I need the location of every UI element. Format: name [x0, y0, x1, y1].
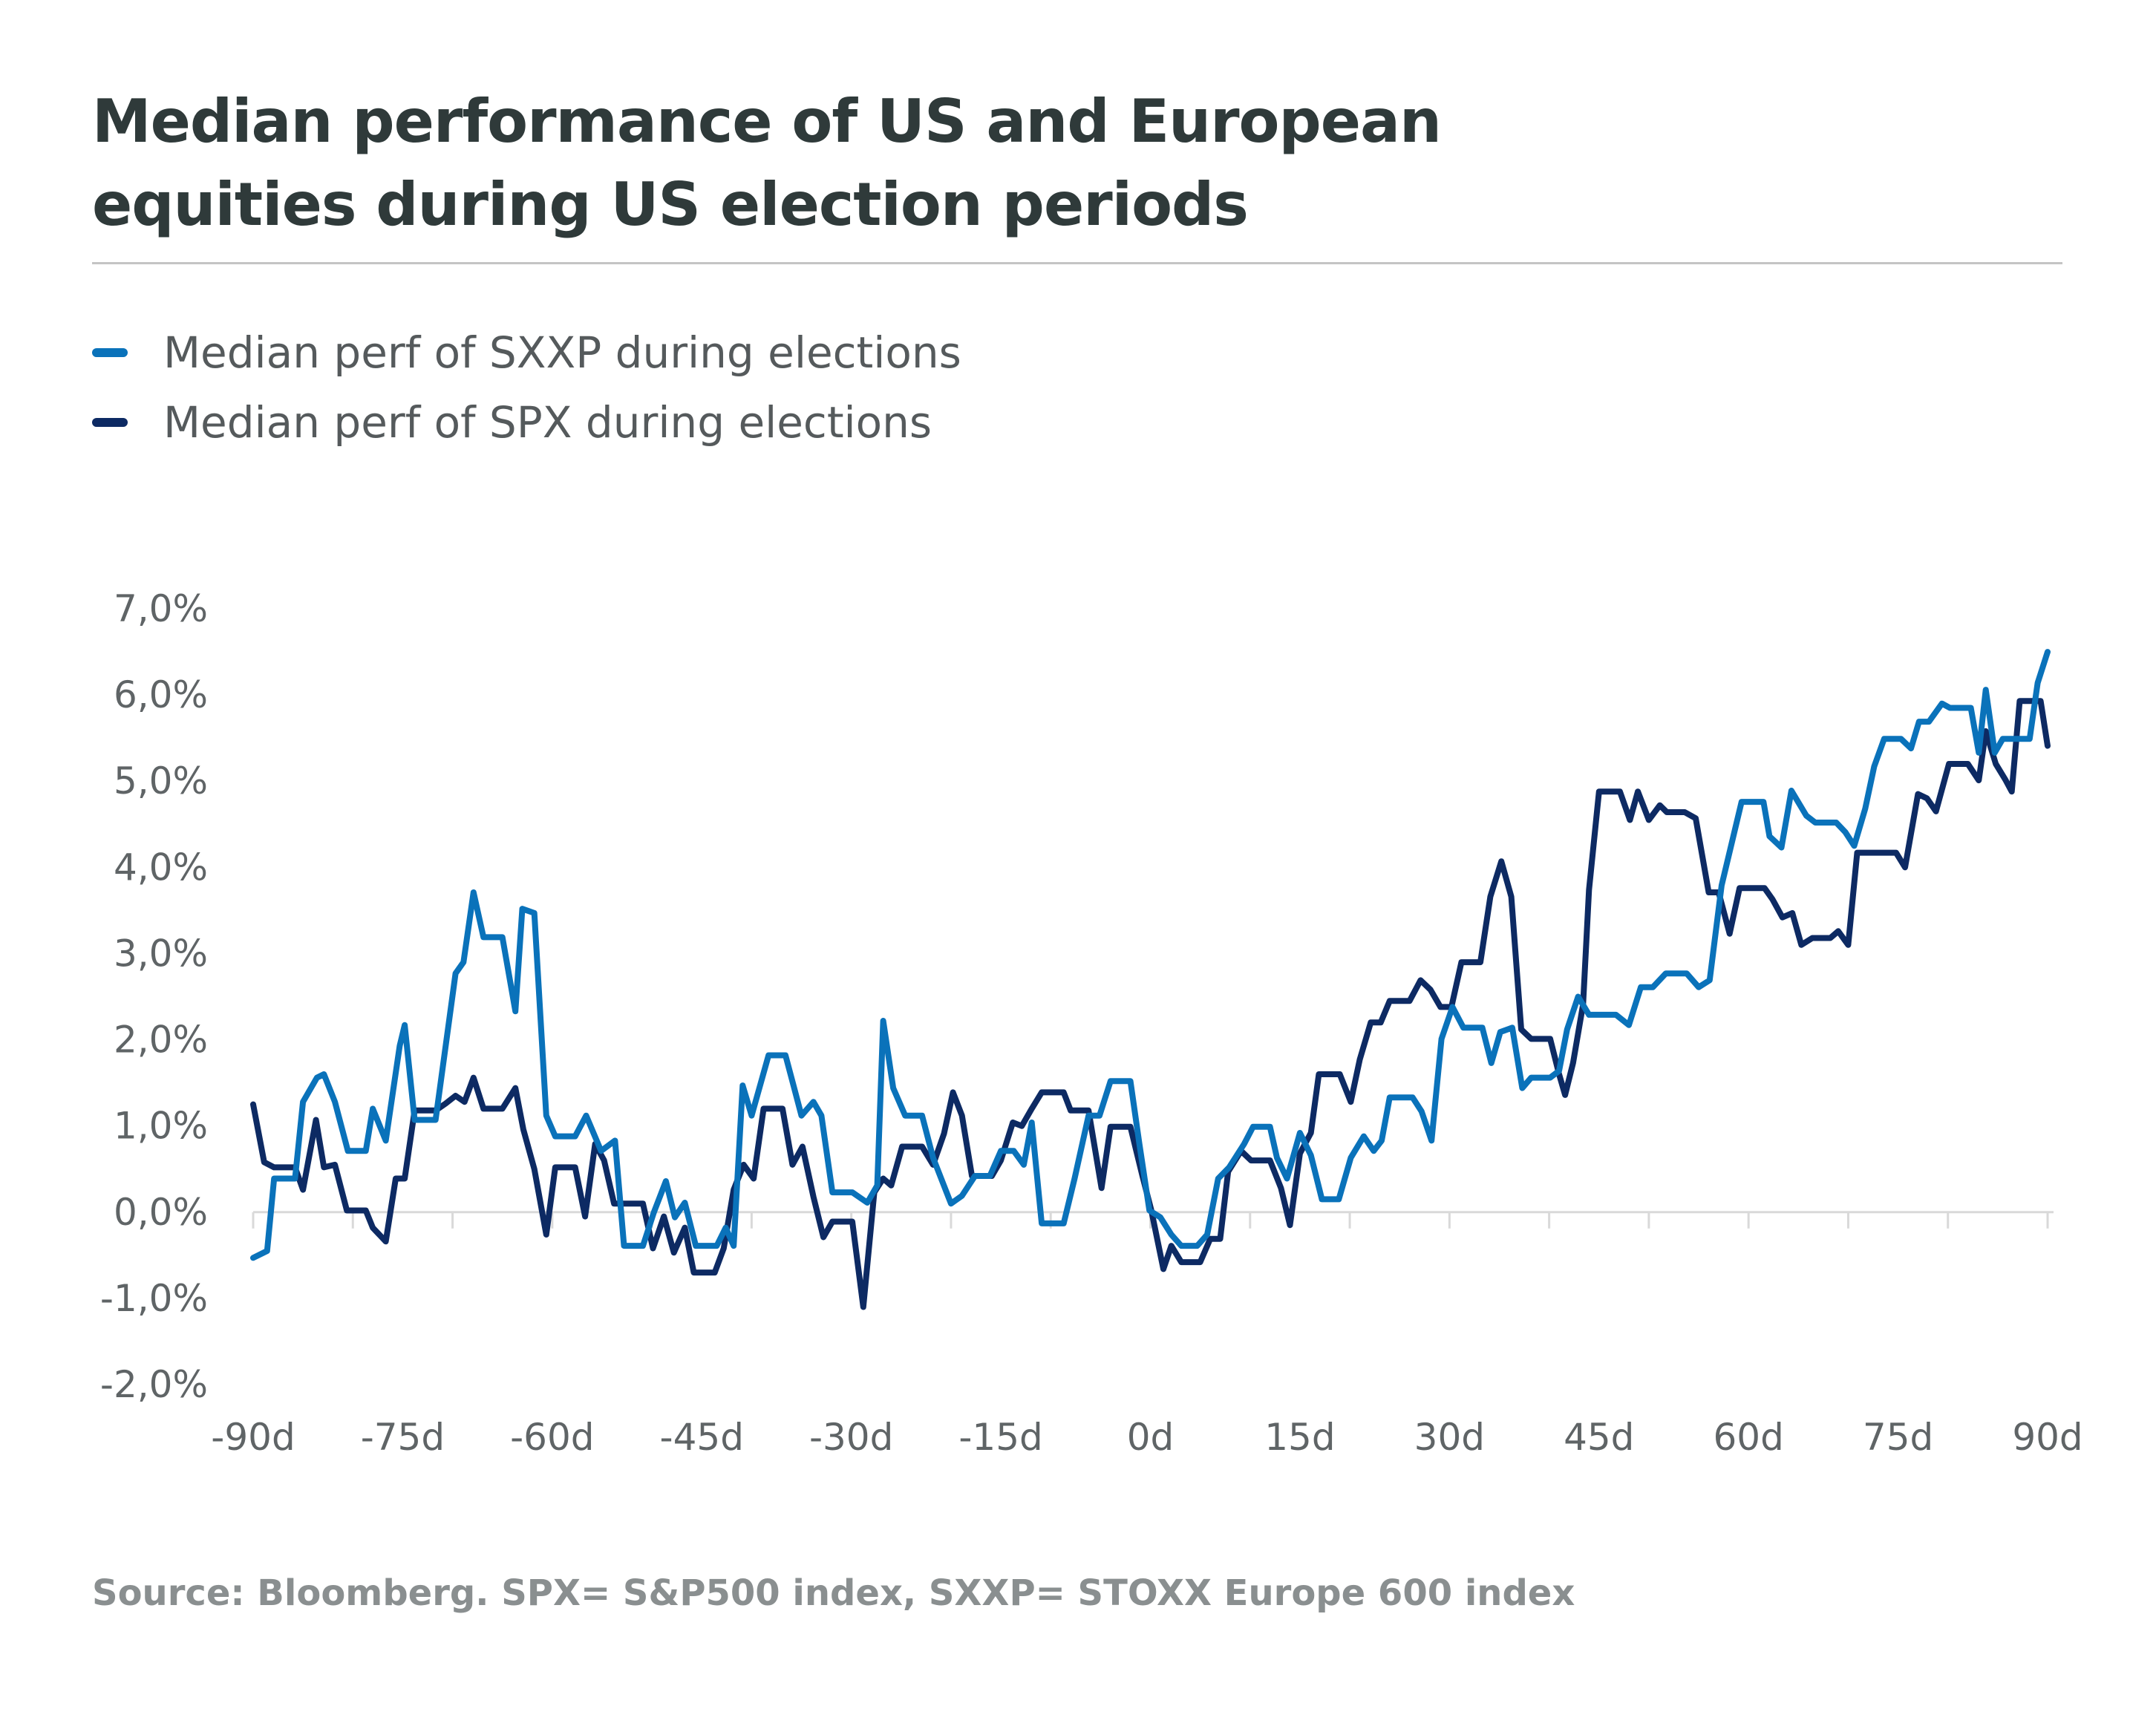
y-axis-ticks: 7,0% 6,0% 5,0% 4,0% 3,0% 2,0% 1,0% 0,0% -1,0% -2,…: [100, 587, 208, 1406]
x-tick-label: -60d: [510, 1416, 594, 1459]
title-divider: [92, 262, 2062, 264]
chart-legend: Median perf of SXXP during elections Med…: [92, 318, 961, 457]
legend-item-sxxp: Median perf of SXXP during elections: [92, 318, 961, 388]
legend-label-spx: Median perf of SPX during elections: [163, 397, 932, 448]
chart-title-line-2: equities during US election periods: [92, 170, 1249, 239]
y-tick-label: -1,0%: [100, 1277, 208, 1320]
legend-swatch-sxxp: [92, 348, 128, 357]
y-tick-label: 3,0%: [114, 932, 208, 975]
y-tick-label: 5,0%: [114, 759, 208, 803]
x-tick-label: -15d: [958, 1416, 1042, 1459]
y-tick-label: 6,0%: [114, 673, 208, 716]
source-note: Source: Bloomberg. SPX= S&P500 index, SX…: [92, 1572, 1575, 1614]
x-tick-label: 15d: [1264, 1416, 1335, 1459]
series-line-spx: [250, 698, 2051, 1310]
x-axis-tick-labels: -90d -75d -60d -45d -30d -15d 0d 15d 30d 45d 60d 75…: [211, 1416, 2082, 1459]
legend-label-sxxp: Median perf of SXXP during elections: [163, 327, 961, 378]
x-tick-label: 90d: [2012, 1416, 2082, 1459]
x-tick-label: 75d: [1863, 1416, 1933, 1459]
x-tick-label: -75d: [361, 1416, 445, 1459]
y-tick-label: 7,0%: [114, 587, 208, 630]
series-lines: [250, 649, 2051, 1310]
y-tick-label: 0,0%: [114, 1191, 208, 1234]
x-tick-label: -30d: [809, 1416, 893, 1459]
x-tick-label: -90d: [211, 1416, 295, 1459]
chart-title: Median performance of US and European eq…: [92, 80, 1874, 246]
legend-item-spx: Median perf of SPX during elections: [92, 388, 961, 457]
x-tick-label: 30d: [1414, 1416, 1485, 1459]
x-tick-label: 60d: [1713, 1416, 1783, 1459]
legend-swatch-spx: [92, 418, 128, 427]
y-tick-label: 1,0%: [114, 1105, 208, 1148]
x-tick-label: -45d: [660, 1416, 744, 1459]
y-tick-label: 4,0%: [114, 846, 208, 889]
y-tick-label: -2,0%: [100, 1363, 208, 1406]
x-tick-label: 45d: [1564, 1416, 1634, 1459]
chart-title-line-1: Median performance of US and European: [92, 87, 1442, 156]
x-tick-label: 0d: [1127, 1416, 1175, 1459]
y-tick-label: 2,0%: [114, 1019, 208, 1062]
series-line-sxxp: [250, 649, 2051, 1261]
line-chart: 7,0% 6,0% 5,0% 4,0% 3,0% 2,0% 1,0% 0,0% -1,0% -2,…: [100, 587, 2083, 1459]
